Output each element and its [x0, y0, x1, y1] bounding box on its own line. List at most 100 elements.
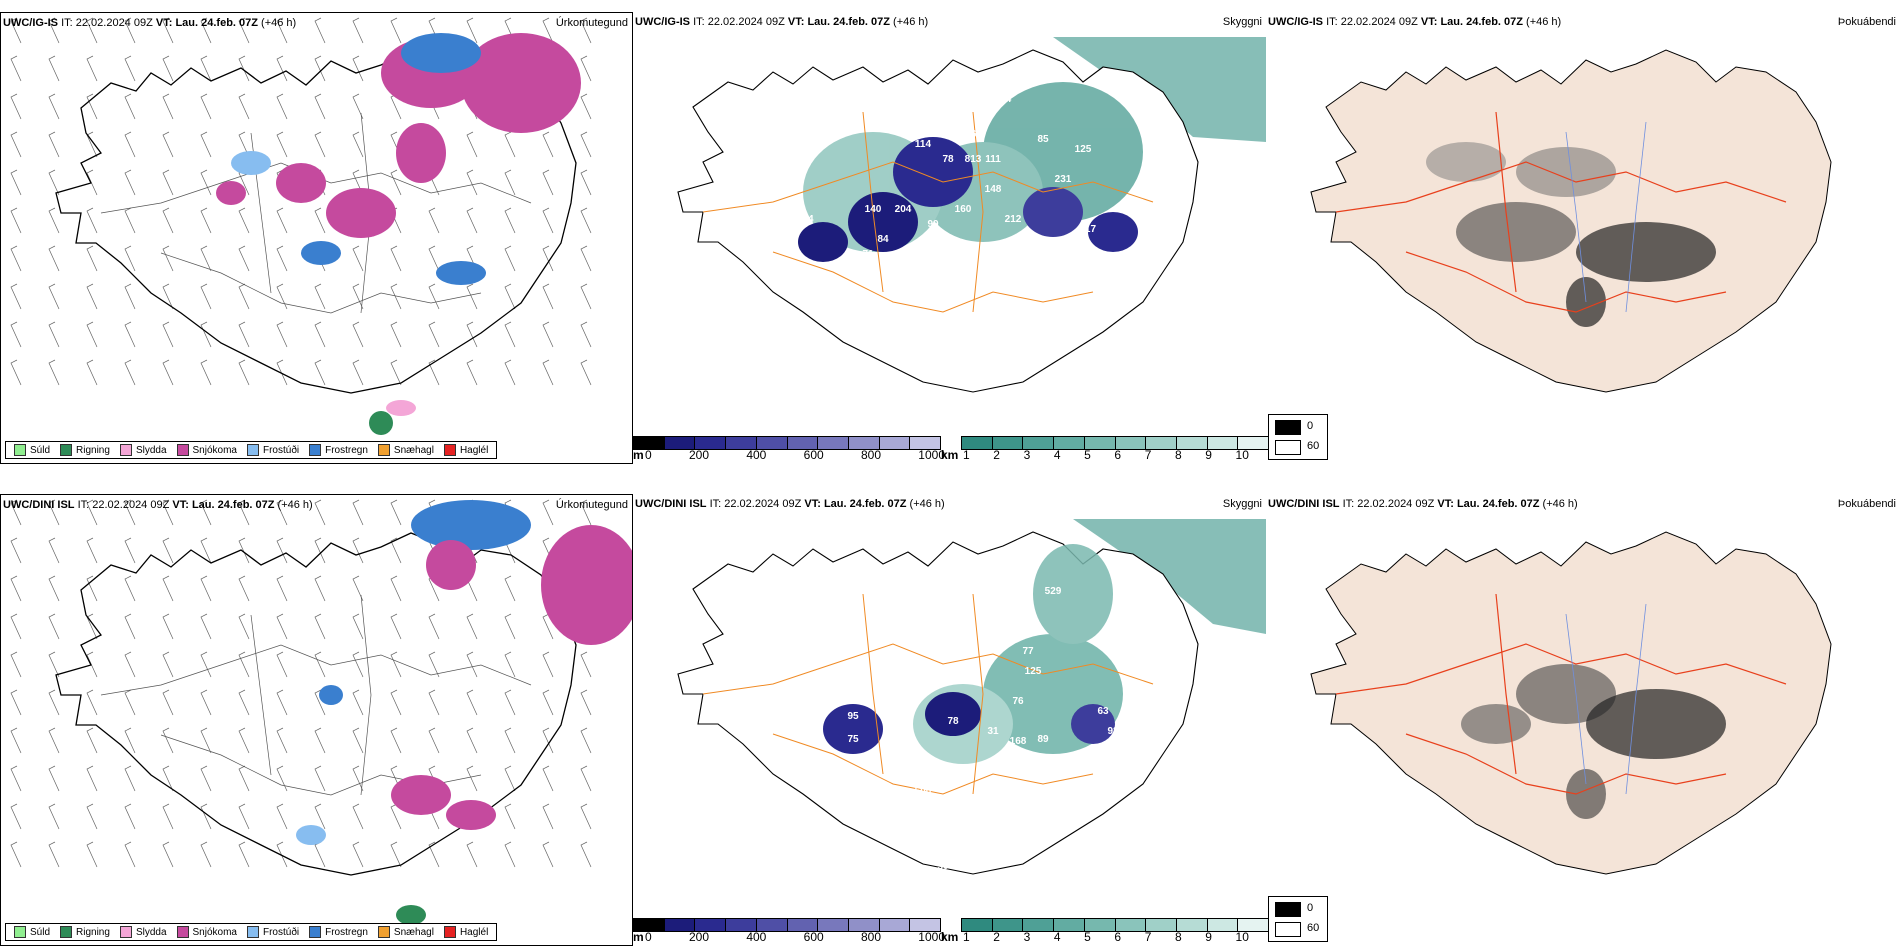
fog-scale-white [1275, 440, 1301, 455]
cloudbase-value-label: 140 [865, 204, 882, 215]
wind-barb [314, 207, 326, 234]
wind-barb [200, 55, 212, 82]
vt-value: Lau. 24.feb. 07Z [1456, 498, 1540, 510]
precip-legend-item: Snæhagl [377, 444, 434, 456]
visibility-unit: km [941, 930, 959, 944]
wind-barb [390, 651, 402, 678]
cloudbase-unit: m [633, 448, 644, 462]
visibility-ticks: 1 2 3 4 5 6 7 8 9 10 [963, 448, 1249, 462]
fog-indicator-panel: UWC/DINI ISL IT: 22.02.2024 09Z VT: Lau.… [1266, 494, 1900, 946]
precip-area [396, 905, 426, 925]
wind-barb [200, 841, 212, 868]
wind-barb [238, 651, 250, 678]
fog-scale-black [1275, 420, 1301, 435]
wind-barb [162, 689, 174, 716]
wind-barb [200, 131, 212, 158]
wind-barb [48, 841, 60, 868]
wind-barb [238, 613, 250, 640]
it-value: 22.02.2024 09Z [707, 16, 785, 28]
cloudbase-visibility-panel: 529 125 77 76 95 75 78 168 89 63 98 500 50 31 12 UWC/D… [633, 494, 1266, 946]
panel-header: UWC/DINI ISL IT: 22.02.2024 09Z VT: Lau.… [1268, 498, 1578, 510]
wind-barb [504, 841, 516, 868]
colorbar-segment [1238, 437, 1269, 449]
wind-barb [390, 575, 402, 602]
precip-legend-swatch [119, 444, 132, 456]
it-label: IT: [1326, 16, 1338, 28]
precip-area [296, 825, 326, 845]
vt-value: Lau. 24.feb. 07Z [823, 498, 907, 510]
cloudbase-value-label: 11 [1008, 404, 1019, 415]
wind-barb [10, 537, 22, 564]
cloudbase-value-label: 79 [842, 264, 854, 275]
fog-roads [1335, 593, 1787, 795]
colorbar-tick-label: 1000 [918, 930, 945, 944]
precip-legend-swatch [246, 444, 259, 456]
wind-barb [504, 245, 516, 272]
cloudbase-value-label: 244 [995, 94, 1012, 105]
wind-barb [390, 17, 402, 44]
wind-barb [466, 613, 478, 640]
colorbar-segment [787, 919, 819, 931]
wind-barb [162, 765, 174, 792]
wind-barb [86, 245, 98, 272]
cloudbase-value-label: 813 [965, 154, 982, 165]
cloudbase-ticks: 0 200 400 600 800 1000 [645, 930, 945, 944]
precip-legend-item: Rigning [60, 926, 110, 938]
cloudbase-value-label: 126 [895, 124, 912, 135]
cloudbase-value-label: 160 [955, 204, 972, 215]
wind-barb [48, 537, 60, 564]
precip-legend-swatch [377, 926, 390, 938]
wind-barb [238, 765, 250, 792]
cloudbase-value-label: 112 [1035, 249, 1052, 260]
cloudbase-value-label: 94 [1087, 249, 1099, 260]
precip-legend-item: Súld [14, 444, 50, 456]
wind-barb [162, 727, 174, 754]
wind-barb [124, 169, 136, 196]
parameter-name: Skyggni [1222, 16, 1262, 28]
wind-barb [504, 283, 516, 310]
wind-barb [48, 651, 60, 678]
precip-area [541, 525, 632, 645]
wind-barb [580, 93, 592, 120]
wind-barb [352, 651, 364, 678]
cloudbase-visibility-panel: 155 212 244 376 813 126 114 78 111 85 125 148 231 204… [633, 12, 1266, 464]
colorbar-segment [787, 437, 819, 449]
precip-legend-swatch [119, 926, 132, 938]
wind-barb [86, 841, 98, 868]
colorbar-segment [1115, 919, 1147, 931]
wind-barb [428, 841, 440, 868]
wind-barb [86, 537, 98, 564]
colorbar-tick-label: 2 [993, 448, 1000, 462]
colorbar-tick-label: 200 [688, 448, 710, 462]
colorbar-segment [1176, 919, 1208, 931]
precip-legend-swatch [443, 444, 456, 456]
precip-legend-swatch [309, 926, 322, 938]
it-label: IT: [61, 17, 73, 29]
lead-time: (+46 h) [1526, 16, 1562, 28]
colorbar-tick-label: 3 [1023, 930, 1031, 944]
wind-barb [276, 17, 288, 44]
vt-label: VT: [1420, 16, 1438, 28]
wind-barb [124, 575, 136, 602]
wind-barb [542, 765, 554, 792]
precip-legend-label: Frostregn [325, 444, 368, 456]
cloudbase-value-label: 12 [787, 274, 799, 285]
cloudbase-value-label: 71 [862, 249, 874, 260]
visibility-colorbar [961, 918, 1269, 932]
wind-barb [314, 499, 326, 526]
precip-legend-item: Slydda [119, 926, 167, 938]
parameter-name: Úrkomutegund [555, 499, 628, 511]
colorbar-tick-label: 600 [803, 448, 824, 462]
visibility-ticks: 1 2 3 4 5 6 7 8 9 10 [963, 930, 1249, 944]
colorbar-tick-label: 800 [860, 930, 881, 944]
road-network [702, 111, 1154, 313]
wind-barb [10, 55, 22, 82]
precip-legend-label: Frostúði [262, 926, 300, 938]
cloudbase-value-label: 84 [877, 234, 889, 245]
wind-barb [428, 613, 440, 640]
colorbar-tick-label: 6 [1114, 448, 1122, 462]
wind-barb [200, 283, 212, 310]
wind-barb [162, 169, 174, 196]
